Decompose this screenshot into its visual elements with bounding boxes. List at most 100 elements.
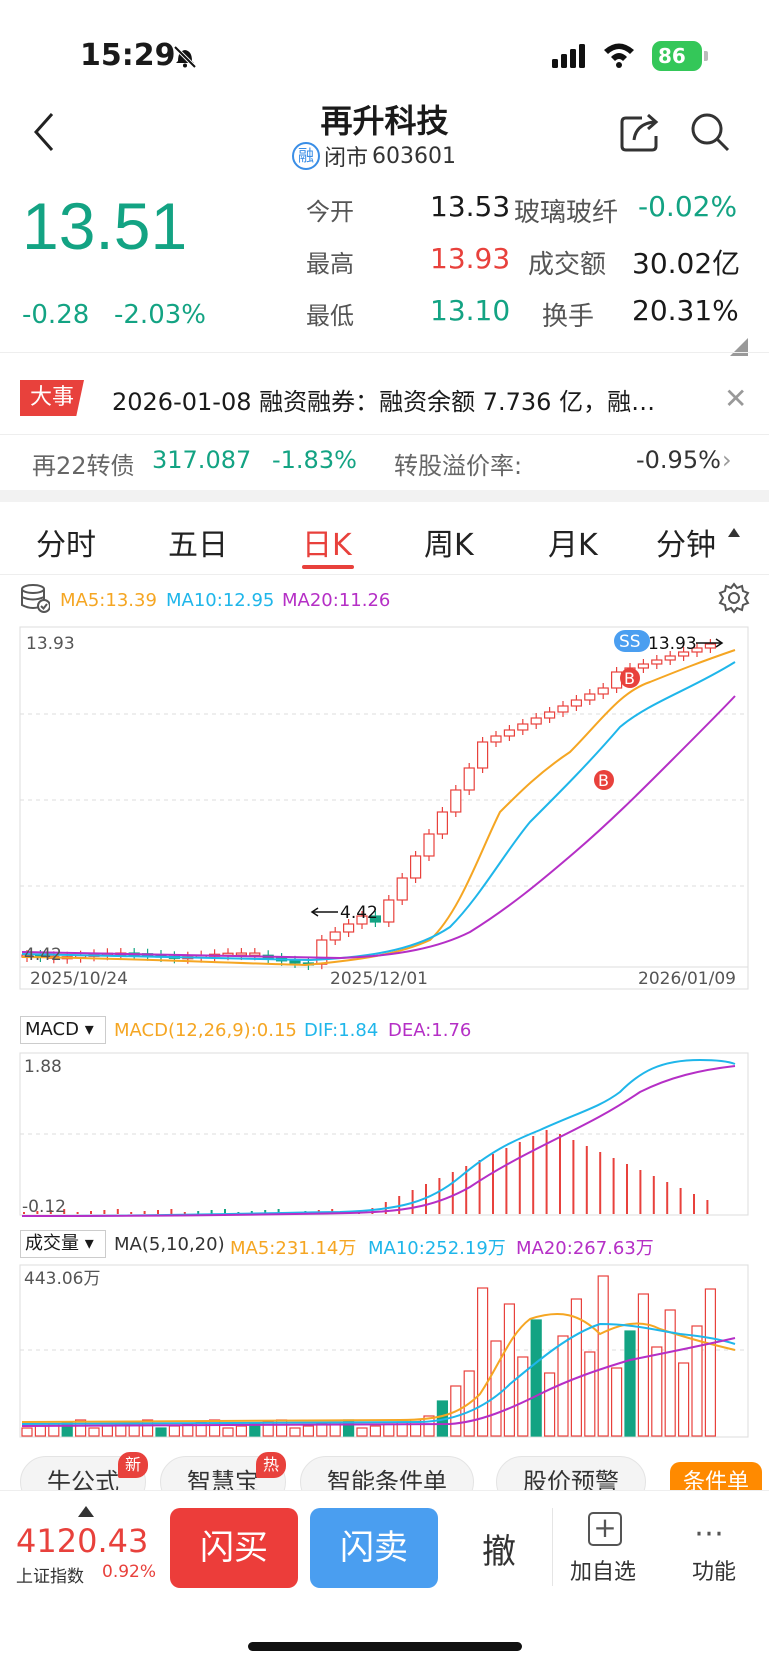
new-badge: 新	[118, 1452, 149, 1478]
flash-sell-button[interactable]: 闪卖	[310, 1508, 438, 1588]
macd-chart[interactable]: 1.88 -0.12	[0, 1052, 769, 1218]
current-price: 13.51	[22, 189, 188, 263]
candle-body	[329, 931, 341, 941]
silent-bell-icon	[173, 45, 197, 69]
date-start: 2025/10/24	[30, 969, 128, 989]
caret-up-icon[interactable]	[728, 528, 740, 537]
index-pct[interactable]: 0.92%	[102, 1562, 157, 1582]
candle-body	[704, 643, 717, 649]
svg-text:13.93: 13.93	[648, 634, 697, 654]
volume-bar	[651, 1346, 663, 1437]
hot-badge: 热	[256, 1452, 287, 1478]
macd-selector[interactable]: MACD ▾	[20, 1016, 106, 1044]
feature-chips-row: 牛公式 智慧宝 智能条件单 股价预警	[0, 1440, 769, 1490]
volume-bar	[155, 1427, 167, 1437]
ss-signal-badge[interactable]: SS	[614, 630, 650, 652]
chip-price-alert[interactable]: 股价预警	[496, 1456, 646, 1490]
svg-text:SS: SS	[619, 632, 641, 652]
back-arrow-icon[interactable]	[32, 112, 56, 152]
candle-body	[543, 711, 556, 719]
index-name[interactable]: 上证指数	[16, 1567, 84, 1587]
volume-bar	[610, 1367, 623, 1437]
turnover-amount-value: 30.02亿	[632, 247, 741, 280]
volume-bar	[543, 1372, 556, 1437]
tab-five-day[interactable]: 五日	[168, 528, 228, 563]
stat-high-label: 最高	[306, 250, 354, 278]
kline-low-label: 4.42	[24, 945, 62, 965]
volume-ma5: MA5:231.14万	[230, 1238, 357, 1259]
candle-body	[343, 923, 355, 933]
close-icon[interactable]: ✕	[724, 382, 748, 415]
volume-ma-params: MA(5,10,20)	[114, 1234, 225, 1255]
share-icon[interactable]	[620, 112, 662, 152]
candle-body	[570, 699, 583, 707]
wifi-icon	[604, 43, 634, 68]
battery-indicator: 86 ⚡	[652, 41, 702, 99]
candle-body	[369, 915, 381, 923]
date-mid: 2025/12/01	[330, 969, 428, 989]
kline-chart[interactable]: 13.93 4.42 2025/10/24 2025/12/01 2026/01…	[0, 622, 769, 1010]
chip-smart-condition[interactable]: 智能条件单	[300, 1456, 474, 1490]
ma5-legend: MA5:13.39	[60, 590, 157, 611]
index-up-arrow-icon	[78, 1506, 94, 1517]
price-change-pct: -2.03%	[114, 300, 206, 330]
stat-high-value: 13.93	[430, 242, 511, 275]
candle-body	[691, 647, 703, 653]
candle-body	[557, 705, 569, 713]
volume-selector[interactable]: 成交量 ▾	[20, 1230, 106, 1258]
buy-signal-badge[interactable]: B	[594, 770, 614, 790]
candle-body	[597, 687, 609, 695]
stock-subtitle: 融 闭市 603601	[292, 140, 456, 172]
settings-gear-icon[interactable]	[718, 582, 750, 614]
volume-bar	[142, 1419, 154, 1437]
flash-buy-button[interactable]: 闪买	[170, 1508, 298, 1588]
volume-bar	[584, 1351, 596, 1437]
volume-ma20: MA20:267.63万	[516, 1238, 654, 1259]
low-marker: 4.42	[310, 903, 378, 923]
sector-change[interactable]: -0.02%	[638, 190, 738, 223]
candle-body	[410, 855, 422, 879]
volume-bar	[34, 1425, 47, 1437]
search-icon[interactable]	[690, 112, 730, 152]
chevron-right-icon[interactable]: ›	[722, 446, 732, 474]
convertible-bond-bar[interactable]	[0, 434, 769, 490]
candle-body	[490, 735, 502, 743]
add-watchlist-label[interactable]: 加自选	[570, 1560, 637, 1585]
macd-bottom-label: -0.12	[22, 1197, 66, 1217]
add-watchlist-icon[interactable]: +	[588, 1512, 622, 1546]
tab-intraday[interactable]: 分时	[36, 528, 96, 563]
volume-bar	[530, 1319, 542, 1437]
tab-monthly-k[interactable]: 月K	[548, 528, 598, 563]
macd-top-label: 1.88	[24, 1057, 62, 1077]
volume-bar	[677, 1362, 690, 1437]
volume-chart[interactable]: 443.06万	[0, 1264, 769, 1440]
more-icon[interactable]: ⋯	[694, 1516, 726, 1551]
more-functions-label[interactable]: 功能	[692, 1560, 737, 1585]
cancel-order-button[interactable]: 撤	[482, 1532, 516, 1572]
volume-bar	[704, 1288, 717, 1437]
price-change: -0.28	[22, 300, 90, 330]
candle-body	[584, 693, 596, 701]
tab-daily-k[interactable]: 日K	[302, 528, 352, 563]
volume-bar	[316, 1423, 328, 1437]
tab-minute[interactable]: 分钟	[656, 528, 716, 563]
expand-corner-icon[interactable]	[730, 338, 748, 356]
candle-body	[249, 952, 261, 956]
volume-ma10: MA10:252.19万	[368, 1238, 506, 1259]
volume-bar	[490, 1340, 502, 1437]
cellular-signal-icon	[552, 44, 585, 68]
stat-low-label: 最低	[306, 302, 354, 330]
candle-body	[664, 655, 676, 661]
news-headline[interactable]: 2026-01-08 融资融券：融资余额 7.736 亿，融…	[112, 388, 656, 416]
volume-bar	[168, 1425, 180, 1437]
sector-name[interactable]: 玻璃玻纤	[514, 198, 619, 228]
volume-bar	[423, 1415, 435, 1437]
database-icon[interactable]	[20, 583, 50, 613]
tab-weekly-k[interactable]: 周K	[424, 528, 474, 563]
buy-signal-badge[interactable]: B	[620, 668, 640, 688]
candle-body	[530, 717, 542, 725]
index-value[interactable]: 4120.43	[16, 1522, 149, 1560]
turnover-rate-value: 20.31%	[632, 294, 739, 327]
stat-open-label: 今开	[306, 198, 354, 226]
bond-premium-value: -0.95%	[636, 446, 721, 474]
